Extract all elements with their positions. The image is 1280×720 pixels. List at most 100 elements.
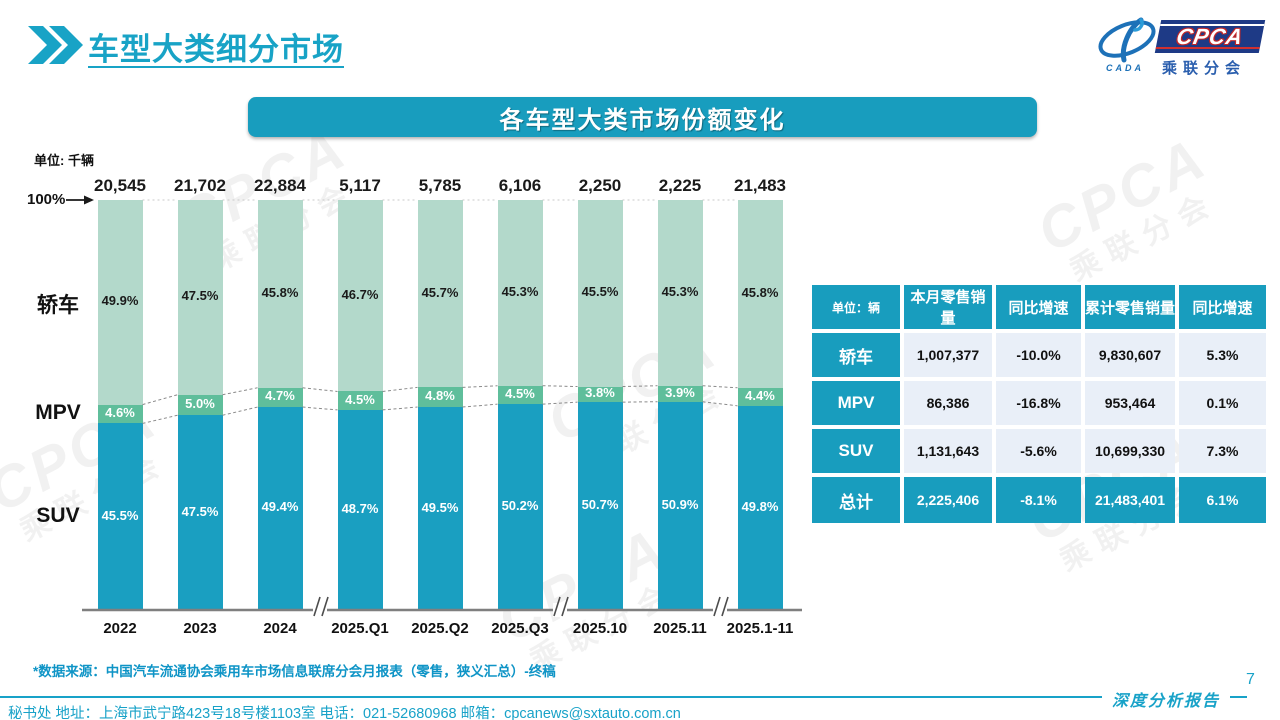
segment-value-label: 4.5% (505, 385, 535, 401)
x-axis-label: 2023 (183, 620, 217, 637)
segment-value-label: 45.3% (661, 283, 699, 299)
logo-stripe (1155, 47, 1260, 49)
table-cell: 0.1% (1179, 381, 1266, 425)
bar-segment-SUV-2025.11 (657, 401, 703, 611)
source-note: *数据来源：中国汽车流通协会乘用车市场信息联席分会月报表（零售，狭义汇总）-终稿 (33, 664, 556, 679)
segment-value-label: 45.3% (501, 283, 539, 299)
x-axis-label: 2025.Q3 (491, 620, 549, 637)
segment-value-label: 45.5% (581, 284, 619, 300)
table-cell: 5.3% (1179, 333, 1266, 377)
segment-value-label: 48.7% (341, 500, 379, 516)
bar-segment-SUV-2025.1-11 (737, 405, 783, 610)
table-cell: -5.6% (996, 429, 1081, 473)
bar-segment-MPV-2025.Q1 (337, 391, 383, 410)
bar-segment-SUV-2025.Q3 (497, 404, 543, 610)
bar-segment-MPV-2024 (257, 387, 303, 408)
table-cell: -8.1% (996, 477, 1081, 523)
bar-segment-MPV-2025.11 (657, 385, 703, 402)
cpca-logo: CADA CPCA 乘联分会 (1096, 16, 1272, 80)
bar-segment-MPV-2025.1-11 (737, 387, 783, 406)
x-axis-label: 2025.Q1 (331, 620, 389, 637)
bar-segment-MPV-2022 (97, 404, 143, 424)
logo-subtitle: 乘联分会 (1162, 60, 1247, 77)
bar-total-label: 6,106 (498, 176, 542, 195)
table-cell: 9,830,607 (1085, 333, 1175, 377)
logo-stripe (1160, 24, 1265, 26)
table-row-label-轿车: 轿车 (812, 333, 900, 377)
category-label-轿车: 轿车 (37, 294, 79, 318)
bar-segment-SUV-2022 (97, 423, 143, 610)
table-cell: 6.1% (1179, 477, 1266, 523)
segment-value-label: 49.4% (261, 499, 299, 515)
segment-value-label: 45.8% (741, 284, 779, 300)
bar-segment-MPV-2025.Q3 (497, 385, 543, 405)
cpca-text: CPCA (1174, 23, 1246, 49)
bar-segment-轿车-2025.10 (577, 200, 623, 387)
table-cell: -10.0% (996, 333, 1081, 377)
bar-segment-轿车-2025.Q3 (497, 200, 543, 386)
segment-value-label: 49.8% (741, 498, 779, 514)
bar-segment-MPV-2023 (177, 394, 223, 416)
table-cell: 1,131,643 (904, 429, 992, 473)
bar-segment-轿车-2025.Q2 (417, 200, 463, 388)
table-cell: 86,386 (904, 381, 992, 425)
bar-segment-轿车-2025.11 (657, 200, 703, 386)
x-axis-label: 2024 (263, 620, 297, 637)
bar-total-label: 5,117 (339, 176, 381, 195)
table-row-label-SUV: SUV (812, 429, 900, 473)
segment-value-label: 45.7% (421, 284, 459, 300)
segment-value-label: 49.9% (101, 293, 139, 309)
segment-value-label: 50.2% (501, 498, 539, 514)
double-chevron-icon (28, 26, 83, 64)
cpca-wordmark: CPCA (1154, 20, 1266, 53)
bar-total-label: 21,483 (734, 176, 786, 195)
sales-summary-table: 单位：辆 本月零售销量 同比增速 累计零售销量 同比增速 轿车 1,007,377 -10.0… (812, 285, 1266, 523)
table-column-header: 同比增速 (1179, 285, 1266, 329)
segment-value-label: 45.5% (101, 507, 139, 523)
table-column-header: 本月零售销量 (904, 285, 992, 329)
chart-title-banner: 各车型大类市场份额变化 (248, 97, 1037, 137)
table-row-label-MPV: MPV (812, 381, 900, 425)
segment-value-label: 4.8% (425, 388, 455, 404)
footer-divider (0, 696, 1247, 698)
segment-value-label: 3.9% (665, 384, 695, 400)
cada-label: CADA (1106, 63, 1144, 73)
bar-segment-轿车-2024 (257, 200, 303, 388)
segment-value-label: 46.7% (341, 286, 379, 302)
segment-value-label: 3.8% (585, 385, 615, 401)
segment-value-label: 47.5% (181, 288, 219, 304)
x-axis-label: 2025.1-11 (726, 620, 794, 637)
x-axis-label: 2025.11 (653, 620, 707, 637)
bar-segment-SUV-2025.Q2 (417, 407, 463, 610)
bar-segment-轿车-2022 (97, 200, 143, 405)
table-cell: 21,483,401 (1085, 477, 1175, 523)
bar-segment-SUV-2024 (257, 407, 303, 610)
table-cell: -16.8% (996, 381, 1081, 425)
segment-value-label: 45.8% (261, 284, 299, 300)
x-axis-label: 2022 (103, 620, 137, 637)
bar-segment-MPV-2025.Q2 (417, 387, 463, 408)
bar-total-label: 5,785 (418, 176, 462, 195)
bar-segment-SUV-2025.10 (577, 402, 623, 610)
footer-contact: 秘书处 地址：上海市武宁路423号18号楼1103室 电话：021-526809… (8, 706, 681, 720)
cpca-emblem-icon (1098, 17, 1156, 63)
bar-segment-SUV-2025.Q1 (337, 409, 383, 610)
table-column-header: 同比增速 (996, 285, 1081, 329)
segment-value-label: 4.4% (745, 387, 775, 403)
x-axis-label: 2025.Q2 (411, 620, 469, 637)
table-row-label-总计: 总计 (812, 477, 900, 523)
segment-value-label: 4.5% (345, 391, 375, 407)
segment-value-label: 49.5% (421, 499, 459, 515)
table-column-header: 累计零售销量 (1085, 285, 1175, 329)
bar-total-label: 22,884 (254, 176, 306, 195)
segment-value-label: 50.7% (581, 497, 619, 513)
x-axis-label: 2025.10 (572, 620, 628, 637)
chart-unit-label: 单位: 千辆 (34, 153, 94, 168)
report-type-label: 深度分析报告 (1102, 687, 1231, 711)
bar-total-label: 2,225 (658, 176, 702, 195)
table-unit-header: 单位：辆 (812, 285, 900, 329)
bar-segment-轿车-2025.1-11 (737, 200, 783, 388)
bar-segment-SUV-2023 (177, 415, 223, 610)
bar-total-label: 21,702 (174, 176, 226, 195)
